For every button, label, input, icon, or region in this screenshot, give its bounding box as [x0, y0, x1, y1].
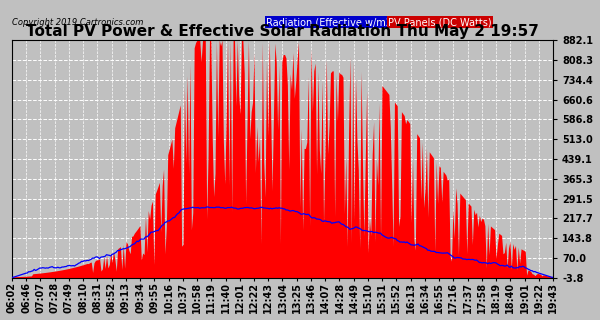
Text: Copyright 2019 Cartronics.com: Copyright 2019 Cartronics.com: [12, 18, 143, 27]
Text: Radiation (Effective w/m2): Radiation (Effective w/m2): [266, 17, 396, 27]
Title: Total PV Power & Effective Solar Radiation Thu May 2 19:57: Total PV Power & Effective Solar Radiati…: [26, 24, 539, 39]
Text: PV Panels (DC Watts): PV Panels (DC Watts): [388, 17, 491, 27]
